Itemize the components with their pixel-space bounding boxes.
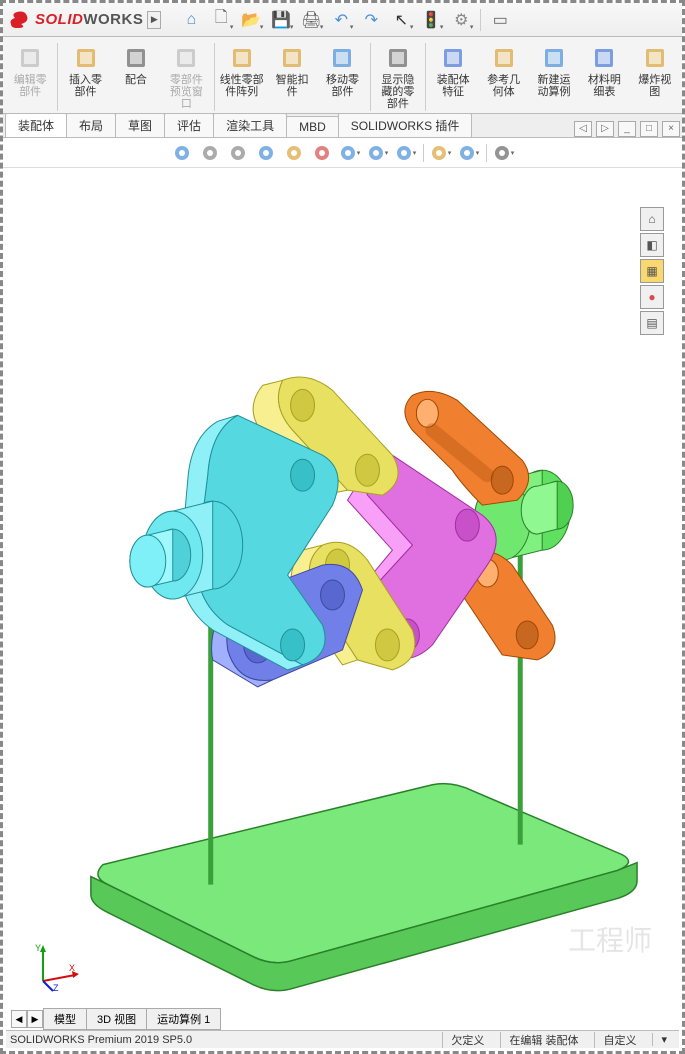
tab-render[interactable]: 渲染工具 [213,113,287,137]
tab-assembly[interactable]: 装配体 [5,113,67,137]
home-button[interactable]: ⌂ [177,7,205,33]
tabscroll-right[interactable]: ▷ [596,121,614,137]
title-bar: SOLIDWORKS ▶ ⌂🗋📂💾🖨↶↷↖🚦⚙ ▭ [3,3,682,37]
status-bar: SOLIDWORKS Premium 2019 SP5.0 欠定义 在编辑 装配… [6,1030,679,1048]
zoom-area-button[interactable] [227,142,249,164]
save-button[interactable]: 💾 [267,7,295,33]
window-min[interactable]: _ [618,121,636,137]
status-version: SOLIDWORKS Premium 2019 SP5.0 [10,1034,192,1046]
display-style-button[interactable]: ▾ [367,142,389,164]
task-pane: ⌂◧▦●▤ [640,207,666,335]
insert-part-label: 插入零部件 [69,74,102,98]
taskpane-part[interactable]: ◧ [640,233,664,257]
bom-button[interactable]: 材料明细表 [579,41,629,113]
tab-scroll-left[interactable]: ◀ [11,1010,27,1028]
move-part-label: 移动零部件 [326,74,359,98]
section-button[interactable] [283,142,305,164]
tab-sketch[interactable]: 草图 [115,113,165,137]
motion-tabs: ◀ ▶ 模型3D 视图运动算例 1 [11,1009,220,1029]
linear-pattern-button[interactable]: 线性零部件阵列 [217,41,267,113]
apply-scene-button[interactable]: ▾ [458,142,480,164]
edit-appearance-button[interactable]: ▾ [430,142,452,164]
app-brand: SOLIDWORKS [35,11,143,28]
svg-text:Z: Z [53,983,59,993]
ref-geom-label: 参考几何体 [487,74,520,98]
view-orient-button[interactable]: ▾ [339,142,361,164]
base-plate [91,784,637,991]
menu-expand-button[interactable]: ▶ [147,11,161,29]
undo-button[interactable]: ↶ [327,7,355,33]
status-expand[interactable]: ▾ [652,1033,675,1046]
edit-part-button: 编辑零部件 [5,41,55,113]
smart-fasteners-button[interactable]: 智能扣件 [267,41,317,113]
graphics-viewport[interactable]: ⌂◧▦●▤ [13,201,672,1009]
taskpane-assembly[interactable]: ▦ [640,259,664,283]
smart-fasteners-label: 智能扣件 [276,74,309,98]
bottomtab-motion1[interactable]: 运动算例 1 [146,1008,221,1030]
status-custom[interactable]: 自定义 [594,1032,644,1048]
preview-button: 零部件预览窗口 [161,41,211,113]
watermark: 工程师 [568,919,652,959]
exploded-button[interactable]: 爆炸视图 [630,41,680,113]
window-max[interactable]: □ [640,121,658,137]
taskpane-home[interactable]: ⌂ [640,207,664,231]
new-motion-button[interactable]: 新建运动算例 [529,41,579,113]
new-button[interactable]: 🗋 [207,7,235,33]
move-part-button[interactable]: 移动零部件 [317,41,367,113]
orientation-triad[interactable]: Y X Z [31,941,81,991]
left-hub [130,501,243,599]
assembly-feature-label: 装配体特征 [437,74,470,98]
show-hidden-button[interactable]: 显示隐藏的零部件 [373,41,423,113]
status-editing: 在编辑 装配体 [500,1032,586,1048]
select-button[interactable]: ↖ [387,7,415,33]
svg-text:Y: Y [35,943,41,953]
triad-button[interactable] [171,142,193,164]
preview-label: 零部件预览窗口 [170,74,203,110]
tab-scroll-right[interactable]: ▶ [27,1010,43,1028]
tabscroll-left[interactable]: ◁ [574,121,592,137]
mate-button[interactable]: 配合 [111,41,161,113]
rebuild-button[interactable]: 🚦 [417,7,445,33]
view-toolbar: ▾ ▾ ▾ ▾ ▾ ▾ [3,138,682,168]
ribbon-toolbar: 编辑零部件插入零部件 配合 零部件预览窗口线性零部件阵列智能扣件移动零部件显示隐藏的… [3,37,682,114]
edit-part-label: 编辑零部件 [14,74,47,98]
tab-evaluate[interactable]: 评估 [164,113,214,137]
tab-layout[interactable]: 布局 [66,113,116,137]
exploded-label: 爆炸视图 [638,74,671,98]
insert-part-button[interactable]: 插入零部件 [60,41,110,113]
taskpane-custom[interactable]: ▤ [640,311,664,335]
model-rendering [13,201,672,1009]
dynamic-button[interactable] [311,142,333,164]
redo-button[interactable]: ↷ [357,7,385,33]
tab-plugins[interactable]: SOLIDWORKS 插件 [338,113,473,137]
bottomtab-model[interactable]: 模型 [43,1008,87,1030]
linear-pattern-label: 线性零部件阵列 [220,74,264,98]
bom-label: 材料明细表 [588,74,621,98]
print-button[interactable]: 🖨 [297,7,325,33]
mate-label: 配合 [125,74,147,86]
taskpane-appearance[interactable]: ● [640,285,664,309]
open-button[interactable]: 📂 [237,7,265,33]
view-settings-button[interactable]: ▾ [493,142,515,164]
options-button[interactable]: ⚙ [447,7,475,33]
tab-mbd[interactable]: MBD [286,116,339,137]
show-hidden-label: 显示隐藏的零部件 [381,74,414,110]
hide-show-button[interactable]: ▾ [395,142,417,164]
ref-geom-button[interactable]: 参考几何体 [478,41,528,113]
bottomtab-3dview[interactable]: 3D 视图 [86,1008,147,1030]
assembly-feature-button[interactable]: 装配体特征 [428,41,478,113]
prev-view-button[interactable] [255,142,277,164]
status-underdefined: 欠定义 [442,1032,492,1048]
window-button[interactable]: ▭ [486,7,514,33]
new-motion-label: 新建运动算例 [537,74,570,98]
command-tabs: 装配体布局草图评估渲染工具MBDSOLIDWORKS 插件 ◁▷_□× [3,114,682,138]
app-logo [7,8,31,32]
zoom-fit-button[interactable] [199,142,221,164]
svg-text:X: X [69,963,75,973]
window-close[interactable]: × [662,121,680,137]
